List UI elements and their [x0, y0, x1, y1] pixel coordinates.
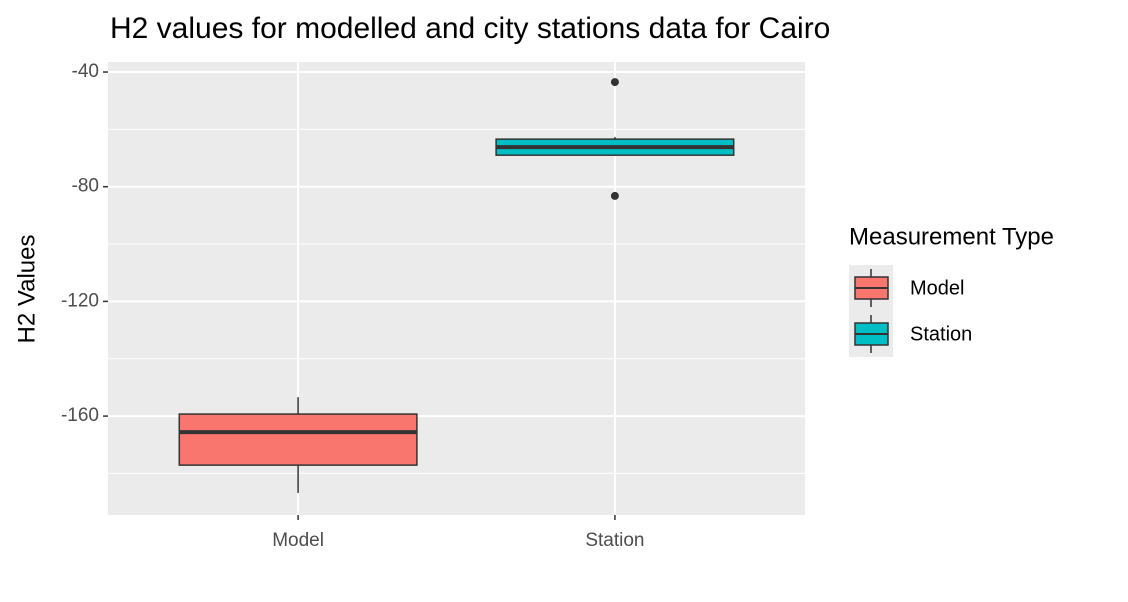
y-tick-label: -80 — [72, 176, 99, 197]
y-tick-label: -120 — [61, 290, 99, 311]
legend-label: Model — [910, 277, 964, 299]
outlier — [610, 78, 619, 87]
legend-title: Measurement Type — [849, 223, 1054, 250]
y-tick-label: -40 — [72, 61, 99, 82]
chart-title: H2 values for modelled and city stations… — [110, 12, 830, 45]
box — [178, 413, 418, 466]
legend-label: Station — [910, 323, 972, 345]
y-axis-label: H2 Values — [13, 235, 40, 344]
x-tick-label: Station — [585, 530, 644, 551]
x-tick-label: Model — [272, 530, 324, 551]
outlier — [610, 191, 619, 200]
y-tick-label: -160 — [61, 405, 99, 426]
